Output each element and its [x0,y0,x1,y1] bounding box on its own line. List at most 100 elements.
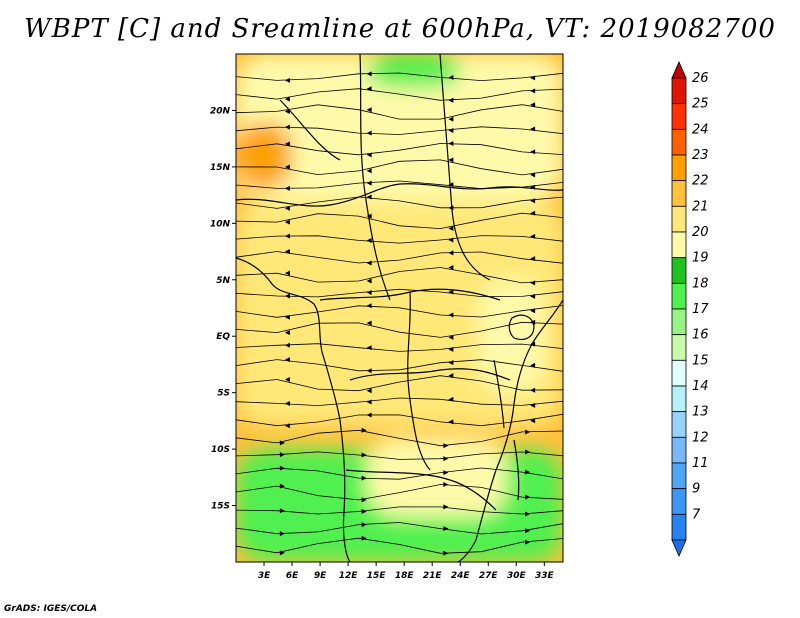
stream-arrow [443,526,449,532]
stream-arrow [279,452,285,458]
stream-arrow [530,341,536,347]
streamline [236,451,563,460]
stream-arrow [279,550,285,556]
wbpt-region-sahara-cool-patch [366,54,461,88]
streamline [236,359,563,372]
x-tick-label: 9E [314,571,327,581]
stream-arrow [530,184,536,190]
stream-arrow [530,102,536,108]
x-tick-label: 33E [535,571,555,581]
colorbar-swatch [671,257,687,284]
colorbar-swatch [671,154,687,182]
stream-arrow [279,483,285,489]
chart-title: WBPT [C] and Sreamline at 600hPa, VT: 20… [24,14,776,44]
wbpt-region-angola-warm-tongue [366,437,507,517]
stream-arrow [448,360,454,366]
grads-credit: GrADS: IGES/COLA [4,604,98,614]
stream-arrow [530,362,536,368]
colorbar-swatch [671,411,687,438]
stream-arrow [525,528,531,534]
stream-arrow [366,260,372,266]
stream-arrow [284,233,290,239]
stream-arrow [361,522,367,528]
x-tick-label: 18E [395,571,415,581]
colorbar-max-triangle [671,61,687,79]
stream-arrow [448,97,454,103]
y-tick-label: 10N [210,219,231,229]
colorbar-label: 18 [692,276,709,291]
stream-arrow [284,293,290,299]
colorbar-label: 21 [692,199,709,214]
lake-victoria [508,314,535,341]
stream-arrow [530,319,536,325]
colorbar-swatch [671,385,687,413]
stream-arrow [284,108,290,114]
stream-arrow [448,396,454,402]
stream-arrow [366,320,372,326]
colorbar-swatch [671,205,687,233]
colorbar-swatch [671,513,687,541]
stream-arrow [284,314,290,320]
stream-arrow [530,172,536,178]
colorbar-min-triangle [671,539,687,557]
x-tick-label: 6E [286,571,299,581]
stream-arrow [448,373,454,379]
stream-arrow [366,107,372,113]
stream-arrow [284,124,290,130]
stream-arrow [448,226,454,232]
streamline [236,212,563,230]
stream-arrow [525,494,531,500]
streamline [236,72,563,82]
stream-arrow [366,412,372,418]
stream-arrow [448,157,454,163]
stream-arrow [284,400,290,406]
stream-arrow [443,443,449,449]
stream-arrow [448,74,454,80]
y-tick-label: 5N [216,276,230,286]
colorbar-swatch [671,103,687,130]
stream-arrow [284,96,290,102]
stream-arrow [525,429,531,435]
colorbar-label: 15 [692,353,709,368]
stream-arrow [530,233,536,239]
streamline [236,288,563,298]
stream-arrow [366,213,372,219]
stream-arrow [366,290,372,296]
stream-arrow [284,376,290,382]
stream-arrow [279,440,285,446]
stream-arrow [443,550,449,556]
stream-arrow [366,168,372,174]
stream-arrow [366,368,372,374]
y-axis: 20N 15N 10N 5N EQ 5S 10S 15S [210,106,236,512]
stream-arrow [448,205,454,211]
colorbar-label: 26 [692,71,709,86]
x-tick-label: 12E [339,571,359,581]
stream-arrow [279,465,285,471]
colorbar-label: 11 [692,456,709,471]
stream-arrow [279,531,285,537]
stream-arrow [530,280,536,286]
colorbar-swatch [671,180,687,207]
stream-arrow [284,185,290,191]
streamline [236,375,563,392]
colorbar-label: 7 [692,507,701,522]
stream-arrow [361,535,367,541]
border-8 [279,99,341,161]
border-5 [349,368,511,381]
borders-and-coastlines [236,54,563,562]
streamline [236,126,563,135]
stream-arrow [530,210,536,216]
lake-tanganyika [493,359,505,429]
colorbar-swatch [671,282,687,310]
stream-arrow [448,346,454,352]
stream-arrow [448,182,454,188]
colorbar-label: 23 [692,148,709,163]
stream-arrow [530,418,536,424]
colorbar-label: 20 [692,225,709,240]
stream-arrow [525,449,531,455]
colorbar-label: 13 [692,405,709,420]
stream-arrow [366,237,372,243]
stream-arrow [284,164,290,170]
y-tick-label: 15N [210,163,231,173]
map-area [236,54,563,562]
